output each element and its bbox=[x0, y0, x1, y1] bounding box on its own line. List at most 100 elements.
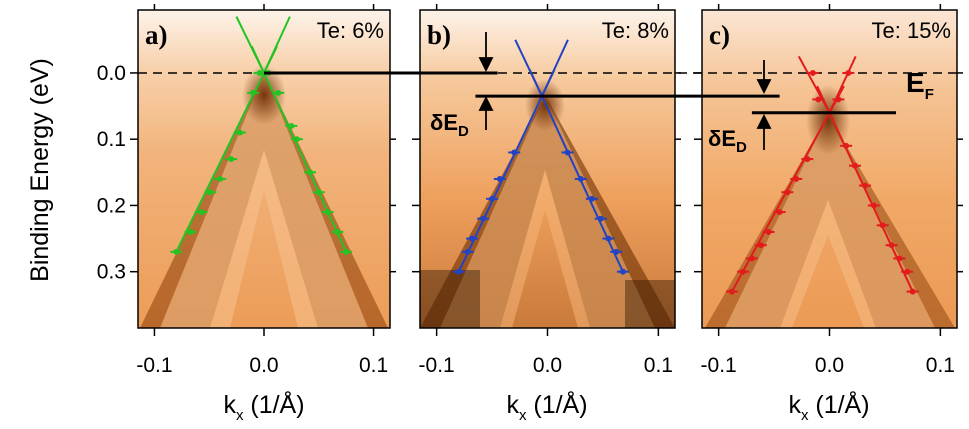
delta-arrows bbox=[478, 32, 772, 150]
panel-c-right-point bbox=[861, 182, 868, 189]
panel-a-band-shading bbox=[140, 65, 388, 328]
panel-c-left-point bbox=[809, 69, 816, 76]
panel-a-letter: a) bbox=[145, 20, 168, 50]
x-axis-title-a-unit: (1/Å) bbox=[243, 389, 304, 419]
panel-a-left-point bbox=[187, 228, 194, 235]
y-tick-label: 0.3 bbox=[97, 261, 126, 284]
panel-b-left-point bbox=[469, 235, 476, 242]
panel-c-right-point bbox=[879, 222, 886, 229]
panel-b-x-tick-label: 0.0 bbox=[533, 354, 562, 377]
x-axis-title-b-unit: (1/Å) bbox=[526, 389, 587, 419]
panel-b-doping: Te: 8% bbox=[602, 18, 669, 43]
panel-b-x-tick-label: 0.1 bbox=[644, 354, 673, 377]
panel-a-left-point bbox=[198, 209, 205, 216]
panel-a-image bbox=[138, 10, 390, 328]
panel-c-left-point bbox=[748, 255, 755, 262]
panel-c-x-tick-label: 0.1 bbox=[926, 354, 955, 377]
panel-a-left-point bbox=[236, 129, 243, 136]
panel-a-left-point bbox=[250, 89, 257, 96]
panel-c-right-point bbox=[870, 202, 877, 209]
panel-a-right-point bbox=[275, 89, 282, 96]
panel-c-right-point bbox=[896, 255, 903, 262]
panel-b-left-point bbox=[511, 149, 518, 156]
panel-b-right-point bbox=[588, 195, 595, 202]
panel-b-right-upper-extension bbox=[541, 39, 569, 97]
panel-c-left-point bbox=[804, 156, 811, 163]
y-tick-label: 0.1 bbox=[97, 128, 126, 151]
panel-a-right-point bbox=[334, 228, 341, 235]
delta-label-c-sub: D bbox=[736, 139, 747, 156]
x-axis-title-a-sub: x bbox=[236, 407, 244, 424]
panel-b-right-point bbox=[605, 235, 612, 242]
panel-c-image bbox=[702, 10, 957, 328]
panel-c-right-point bbox=[845, 69, 852, 76]
x-axis-title-c-main: k bbox=[788, 391, 801, 419]
panel-c-left-point bbox=[815, 96, 822, 103]
panel-b-left-point bbox=[480, 215, 487, 222]
panel-c-left-point bbox=[765, 228, 772, 235]
panel-b-letter: b) bbox=[427, 20, 451, 50]
fermi-label: EF bbox=[906, 67, 934, 103]
panel-c-left-point bbox=[793, 175, 800, 182]
panel-a-left-point bbox=[173, 248, 180, 255]
panel-a-right-point bbox=[324, 209, 331, 216]
panel-a-left-point bbox=[217, 175, 224, 182]
panel-c-letter: c) bbox=[709, 20, 730, 50]
panel-b-right-point bbox=[613, 248, 620, 255]
fermi-label-main: E bbox=[906, 67, 925, 98]
delta-label-b: δED bbox=[430, 110, 469, 140]
delta-label-b-sub: D bbox=[458, 123, 469, 140]
panel-a-right-point bbox=[343, 248, 350, 255]
delta-label-b-main: δE bbox=[430, 110, 458, 135]
panel-a-right-point bbox=[293, 136, 300, 143]
panel-c-x-tick-label: -0.1 bbox=[701, 354, 737, 377]
panel-b-right-point bbox=[619, 268, 626, 275]
panel-b-right-point bbox=[564, 149, 571, 156]
panel-b-x-tick-label: -0.1 bbox=[419, 354, 455, 377]
panel-a-left-point bbox=[228, 156, 235, 163]
panel-a-x-tick-label: -0.1 bbox=[136, 354, 172, 377]
axis-ticks: -0.1 0.0 0.1 0.0 0.1 0.2 0.3 -0.1 0.0 0.1 -0.1 0.0 0… bbox=[97, 4, 963, 377]
dirac-reference-lines bbox=[264, 71, 897, 115]
panel-c-doping: Te: 15% bbox=[872, 18, 952, 43]
panel-a-right-point bbox=[288, 122, 295, 129]
arrow-b-down-head bbox=[478, 57, 494, 73]
panel-a-right-fit-line bbox=[250, 46, 348, 253]
panel-c-left-point bbox=[728, 288, 735, 295]
panel-b-band-shading bbox=[420, 79, 675, 328]
x-axis-title-a: kx (1/Å) bbox=[223, 389, 304, 424]
y-axis-title: Binding Energy (eV) bbox=[26, 58, 54, 282]
panel-a-x-tick-label: 0.1 bbox=[359, 354, 388, 377]
panel-b-left-point bbox=[489, 195, 496, 202]
panel-c-right-point bbox=[888, 242, 895, 249]
panel-b-left-point bbox=[496, 175, 503, 182]
panel-c-right-point bbox=[843, 142, 850, 149]
panel-a-doping: Te: 6% bbox=[317, 18, 384, 43]
x-axis-title-b: kx (1/Å) bbox=[506, 389, 587, 424]
arrow-c-down-head bbox=[756, 79, 772, 95]
panel-a-right-point bbox=[307, 169, 314, 176]
panel-b-left-point bbox=[464, 248, 471, 255]
panel-a-left-point bbox=[207, 189, 214, 196]
x-axis-title-c-unit: (1/Å) bbox=[808, 389, 869, 419]
panel-a-right-upper-extension bbox=[263, 16, 291, 74]
panel-a-left-fit-line bbox=[175, 45, 278, 253]
panel-a-left-point bbox=[256, 69, 263, 76]
panel-c-right-point bbox=[909, 288, 916, 295]
x-axis-title-c: kx (1/Å) bbox=[788, 389, 869, 424]
delta-label-c-main: δE bbox=[708, 126, 736, 151]
panel-c-left-point bbox=[740, 268, 747, 275]
panel-c-left-point bbox=[784, 189, 791, 196]
y-tick-label: 0.2 bbox=[97, 194, 126, 217]
panel-c-right-point bbox=[835, 96, 842, 103]
panel-b-right-point bbox=[577, 175, 584, 182]
panel-a-x-tick-label: 0.0 bbox=[249, 354, 278, 377]
x-axis-title-b-main: k bbox=[506, 391, 519, 419]
data-points bbox=[170, 69, 919, 295]
panel-b-left-point bbox=[455, 268, 462, 275]
panel-c-right-upper-extension bbox=[828, 55, 857, 114]
delta-label-c: δED bbox=[708, 126, 747, 156]
panel-c-right-point bbox=[852, 162, 858, 169]
x-axis-title-c-sub: x bbox=[801, 407, 809, 424]
